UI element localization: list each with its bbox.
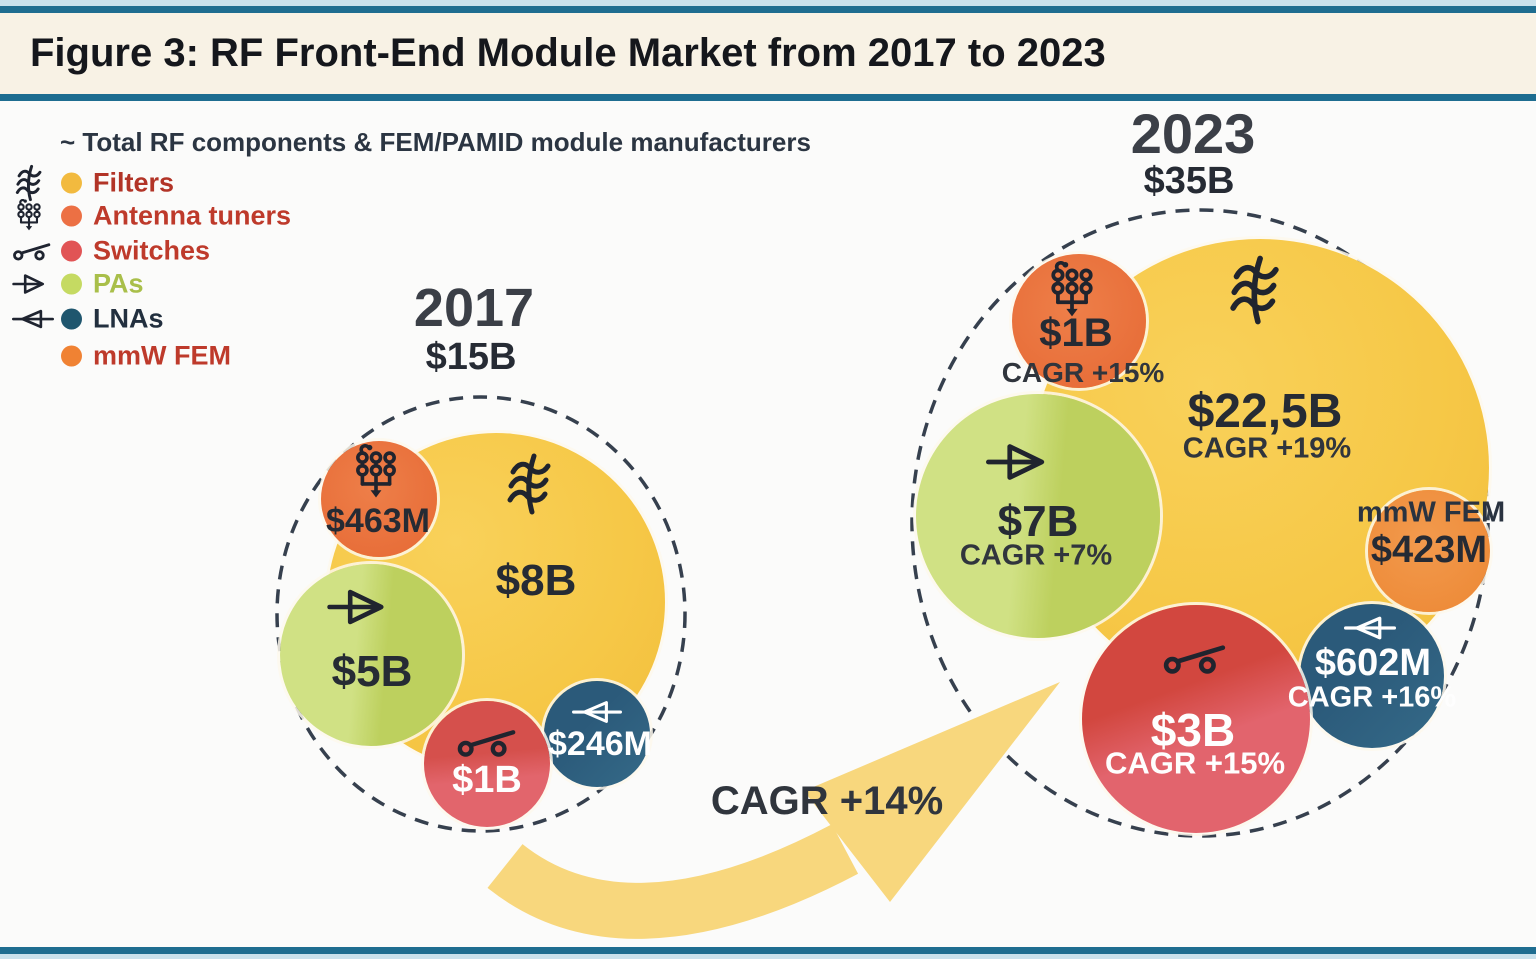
label-2023-mmw-fem: mmW FEM [1356,496,1506,529]
legend-item-filters: Filters [0,165,430,201]
lna-icon [12,309,54,330]
pa-icon [12,271,54,297]
value-2017-switches: $1B [452,759,522,801]
top-edge-strip [0,0,1536,6]
antenna-tuner-icon [12,199,46,233]
cagr-2023-switches: CAGR +15% [1104,745,1286,781]
group-ring-2017 [275,395,687,833]
pa-icon [986,438,1062,486]
footer-rule [0,947,1536,954]
value-2017-lnas: $246M [548,725,652,763]
legend-dot-lnas [61,308,82,330]
group-total-2017: $15B [425,336,517,378]
switch-icon [456,727,518,758]
filter-icon [501,452,565,516]
value-2023-lnas: $602M [1314,642,1432,684]
legend-label-switches: Switches [93,235,211,266]
legend-item-switches: Switches [0,233,430,269]
cagr-2023-lnas: CAGR +16% [1287,681,1457,714]
legend-dot-antenna-tuners [61,205,82,227]
pa-icon [327,584,401,630]
switch-icon [12,241,52,261]
growth-arrow [487,682,1060,939]
lna-icon [1344,615,1396,641]
bubble-2017-switches [424,701,550,827]
value-2017-pas: $5B [331,647,413,696]
legend-item-mmw-fem: mmW FEM [0,338,430,374]
value-2023-antenna-tuners: $1B [1039,311,1113,355]
value-2023-switches: $3B [1150,704,1236,756]
cagr-2023-pas: CAGR +7% [959,539,1113,572]
header-rule-top [0,6,1536,13]
legend-note: ~ Total RF components & FEM/PAMID module… [60,127,811,157]
cagr-2023-antenna-tuners: CAGR +15% [1001,357,1165,388]
value-2023-filters: $22,5B [1187,385,1343,438]
value-2023-mmw-fem: $423M [1370,529,1488,571]
legend-label-filters: Filters [93,167,175,198]
bubble-2017-pas [280,564,462,746]
antenna-tuner-icon [347,444,405,502]
group-ring-2023 [910,208,1490,838]
bottom-edge-strip [0,954,1536,959]
legend-dot-mmw-fem [61,345,82,367]
legend-label-lnas: LNAs [93,303,164,334]
bubble-2023-pas [916,394,1160,638]
legend-label-antenna-tuners: Antenna tuners [93,200,292,231]
filter-icon [12,164,50,202]
legend-label-pas: PAs [93,268,144,299]
figure-title: Figure 3: RF Front-End Module Market fro… [30,31,1106,75]
group-year-2023: 2023 [1130,102,1256,165]
value-2017-antenna-tuners: $463M [326,502,430,540]
lna-icon [572,700,622,725]
bubble-2017-lnas [544,681,650,787]
cagr-2023-filters: CAGR +19% [1182,432,1352,465]
chart-canvas: ~ Total RF components & FEM/PAMID module… [0,101,1536,947]
filter-icon [1223,254,1295,326]
value-2017-filters: $8B [495,556,577,605]
transition-cagr-label: CAGR +14% [710,779,944,823]
header-rule-bottom [0,94,1536,101]
bubble-2023-switches [1082,605,1310,833]
legend-dot-switches [61,240,82,262]
legend-dot-filters [61,172,82,194]
bubble-2023-antenna-tuners [1012,254,1146,388]
title-band: Figure 3: RF Front-End Module Market fro… [0,13,1536,94]
legend-item-pas: PAs [0,266,430,302]
group-total-2023: $35B [1143,160,1235,202]
group-year-2017: 2017 [413,278,535,338]
legend-dot-pas [61,273,82,295]
legend-item-antenna-tuners: Antenna tuners [0,198,430,234]
bubble-2023-mmw-fem [1368,490,1490,612]
switch-icon [1162,642,1228,675]
value-2023-pas: $7B [997,497,1079,546]
legend-item-lnas: LNAs [0,301,430,337]
legend-label-mmw-fem: mmW FEM [93,340,231,371]
